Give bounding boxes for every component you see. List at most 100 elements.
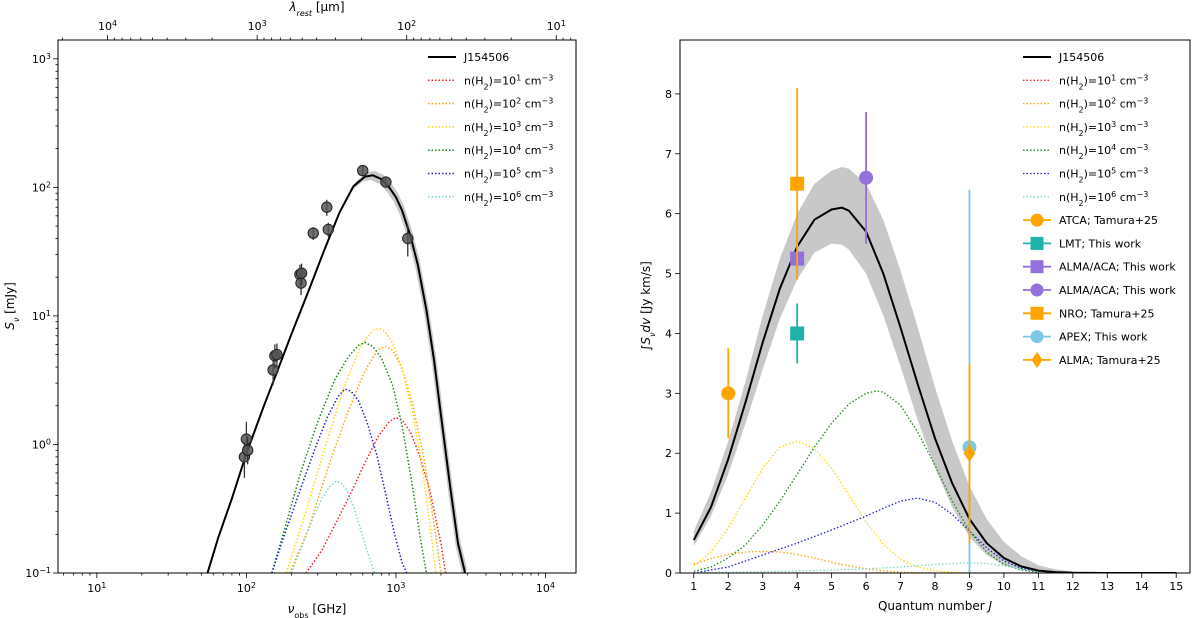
sed-top-tick-label: 102	[397, 19, 416, 34]
sled-data-point	[790, 87, 805, 280]
sed-panel: λrest [μm] 101 102 103 10410−11001011021031…	[3, 0, 577, 618]
sled-legend-obs-marker	[1030, 306, 1044, 320]
sled-y-tick-label: 8	[665, 88, 672, 101]
sed-model-band	[207, 171, 467, 573]
sed-legend-density-label: n(H2)=105 cm−3	[464, 166, 553, 184]
sled-x-tick-label: 6	[863, 580, 870, 593]
sed-y-tick-label: 101	[32, 308, 51, 323]
sed-y-tick-label: 103	[32, 51, 51, 65]
sled-x-tick-label: 7	[897, 580, 904, 593]
sled-density-curve-5	[693, 497, 1073, 573]
sed-legend-density-label: n(H2)=104 cm−3	[464, 143, 553, 161]
sled-legend-obs-label: ALMA; Tamura+25	[1059, 354, 1161, 367]
sled-data-point	[790, 303, 805, 364]
sled-x-tick-label: 15	[1169, 580, 1183, 593]
sled-x-tick-label: 3	[759, 580, 766, 593]
sled-legend-obs-label: APEX; This work	[1059, 331, 1148, 344]
sled-legend-obs-marker	[1030, 213, 1044, 227]
sled-density-curve-4	[693, 390, 1039, 573]
sed-data-point	[307, 227, 319, 240]
sed-legend: J154506 n(H2)=101 cm−3 n(H2)=102 cm−3 n(H2)…	[428, 51, 553, 207]
sled-observations	[721, 87, 977, 573]
sed-density-curve-2	[289, 345, 442, 573]
sled-legend-density-label: n(H2)=106 cm−3	[1059, 189, 1148, 207]
sed-model-line	[206, 174, 467, 573]
sled-legend-obs-label: ATCA; Tamura+25	[1059, 214, 1158, 227]
sled-density-curves	[693, 390, 1177, 573]
sled-legend-obs-label: NRO; Tamura+25	[1059, 307, 1155, 320]
sled-xlabel: Quantum number J	[878, 599, 992, 613]
sled-y-tick-label: 5	[665, 268, 672, 281]
sed-y-tick-label: 100	[32, 437, 51, 452]
sled-data-point	[721, 348, 736, 439]
sled-y-tick-label: 3	[665, 387, 672, 400]
sed-legend-density-label: n(H2)=102 cm−3	[464, 96, 553, 114]
sed-data-point	[321, 199, 333, 216]
sed-density-curves	[271, 327, 447, 573]
sled-density-curve-3	[693, 440, 970, 573]
sled-legend-obs-marker	[1030, 330, 1044, 344]
sed-top-tick-label: 104	[98, 19, 117, 34]
sled-legend-obs-marker	[1030, 260, 1044, 274]
sed-density-curve-6	[290, 480, 376, 573]
sed-data-point	[402, 224, 414, 257]
sled-x-tick-label: 12	[1066, 580, 1080, 593]
sled-x-tick-label: 5	[828, 580, 835, 593]
sled-x-tick-label: 4	[794, 580, 801, 593]
sled-x-tick-label: 8	[932, 580, 939, 593]
sled-density-curve-2	[693, 550, 936, 573]
sled-x-tick-label: 10	[997, 580, 1011, 593]
sled-legend-density-label: n(H2)=105 cm−3	[1059, 166, 1148, 184]
sed-legend-model-label: J154506	[463, 51, 509, 64]
sled-marker	[721, 386, 736, 401]
sled-y-tick-label: 6	[665, 208, 672, 221]
sled-x-tick-label: 14	[1135, 580, 1149, 593]
sled-data-point	[859, 111, 874, 244]
sed-xlabel: νobs [GHz]	[288, 602, 347, 618]
sled-y-tick-label: 2	[665, 447, 672, 460]
sed-legend-density-label: n(H2)=101 cm−3	[464, 73, 553, 91]
sed-ylabel: Sν [mJy]	[3, 282, 21, 330]
sled-legend-obs-marker	[1030, 236, 1044, 250]
sed-ticks: 101 102 103 104 10−1 100 101 102 103 104 103 102 101	[25, 19, 572, 596]
sled-legend-obs-label: ALMA/ACA; This work	[1059, 284, 1176, 297]
sled-model-band	[693, 167, 1177, 573]
sled-marker	[963, 444, 976, 462]
sed-x-tick-label: 103	[386, 581, 405, 596]
sed-x-tick-label: 101	[87, 581, 106, 596]
sed-density-curve-3	[285, 327, 437, 573]
sed-data-point	[322, 222, 334, 238]
sled-legend-density-label: n(H2)=102 cm−3	[1059, 96, 1148, 114]
sed-data-point	[380, 176, 392, 188]
sed-observations	[238, 164, 414, 478]
sed-data-point	[271, 343, 283, 368]
sed-legend-density-label: n(H2)=106 cm−3	[464, 189, 553, 207]
sed-top-tick-label: 103	[248, 19, 267, 34]
sled-y-tick-label: 4	[665, 327, 672, 340]
sed-y-tick-label: 102	[32, 180, 51, 195]
sled-marker	[790, 326, 805, 341]
sled-x-tick-label: 9	[966, 580, 973, 593]
sed-data-point	[267, 358, 279, 386]
sed-top-xlabel: λrest [μm]	[288, 0, 344, 18]
sled-ylabel: ∫Sνdv [Jy km/s]	[639, 261, 657, 351]
sled-legend-model-label: J154506	[1058, 51, 1104, 64]
sed-x-tick-label: 104	[536, 581, 555, 596]
sled-legend: J154506 n(H2)=101 cm−3 n(H2)=102 cm−3 n(H2)…	[1023, 51, 1176, 369]
sled-legend-density-label: n(H2)=101 cm−3	[1059, 73, 1148, 91]
sed-legend-density-label: n(H2)=103 cm−3	[464, 119, 553, 137]
sled-x-tick-label: 2	[725, 580, 732, 593]
sled-legend-obs-label: ALMA/ACA; This work	[1059, 261, 1176, 274]
sed-data-point	[241, 436, 254, 465]
sled-legend-obs-marker	[1031, 351, 1043, 369]
sled-data-point	[963, 363, 976, 544]
sled-y-tick-label: 1	[665, 507, 672, 520]
sed-data-point	[295, 263, 308, 285]
sled-marker	[790, 176, 805, 191]
sled-x-tick-label: 11	[1031, 580, 1045, 593]
sed-data-point	[357, 164, 369, 177]
sled-legend-density-label: n(H2)=103 cm−3	[1059, 119, 1148, 137]
